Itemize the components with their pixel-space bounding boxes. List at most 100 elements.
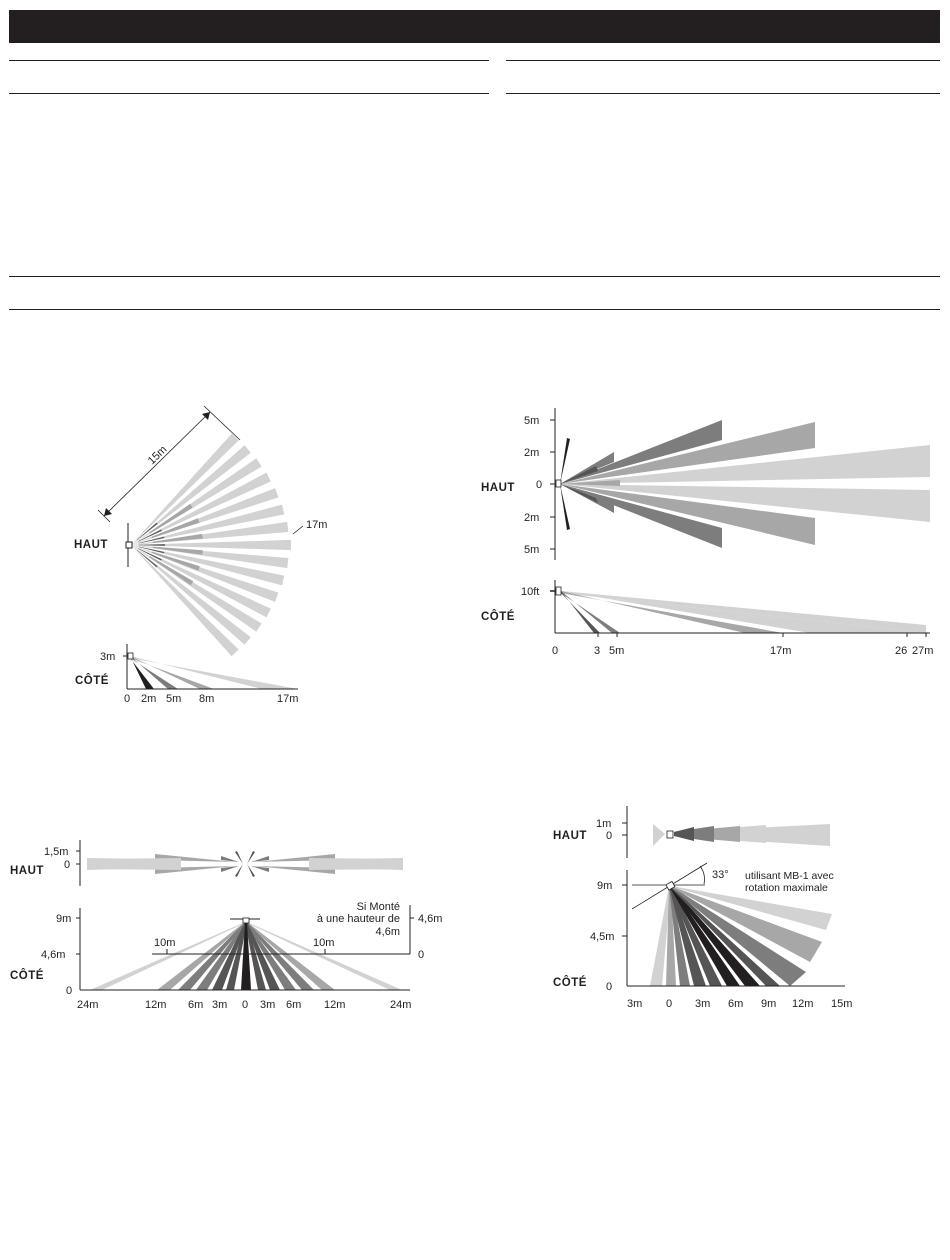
d4-side-view	[650, 886, 832, 986]
d1-near-beam	[139, 544, 165, 546]
d2-x-tick-label: 0	[552, 645, 558, 657]
d3-side-label: CÔTÉ	[10, 969, 44, 982]
d2-side-label: CÔTÉ	[481, 610, 515, 623]
d3-mid-label: 10m	[313, 937, 334, 949]
d3-side-tick-label: 4,6m	[41, 949, 65, 961]
d3-mid-label: 10m	[154, 937, 175, 949]
d2-y-tick-label: 2m	[524, 512, 539, 524]
d4-side-beam	[669, 886, 780, 986]
d1-beam	[131, 545, 251, 645]
d3-beam	[251, 856, 269, 862]
d4-beam	[653, 824, 665, 846]
d3-side-tick-label: 9m	[56, 913, 71, 925]
d3-mount-note: Si Monté	[357, 901, 400, 913]
d1-mid-beam	[149, 556, 194, 586]
d2-x-tick-label: 17m	[770, 645, 791, 657]
d1-side-tick-label: 8m	[199, 693, 214, 705]
d4-side-sensor-icon	[665, 880, 676, 891]
d4-side-beam	[669, 886, 806, 986]
d1-mid-beam	[151, 551, 200, 571]
d1-beam	[131, 545, 285, 586]
d2-y-tick-label: 0	[536, 479, 542, 491]
d3-side-beam	[241, 922, 251, 990]
d3-side-beam	[226, 922, 247, 990]
d2-side-view	[561, 591, 926, 633]
d1-beam	[131, 545, 239, 657]
d2-beam	[560, 480, 620, 486]
d2-top-fan	[560, 420, 930, 548]
d4-x-tick-label: 3m	[695, 998, 710, 1010]
d4-note: utilisant MB-1 avec	[745, 870, 834, 882]
section-rule	[506, 60, 940, 61]
d1-sensor-icon	[125, 541, 133, 549]
d3-x-tick-label: 24m	[390, 999, 411, 1011]
d3-top-view	[87, 851, 403, 877]
d1-arrow-icon	[202, 412, 210, 420]
d1-mid-beam	[149, 503, 193, 534]
d3-top-label: HAUT	[10, 865, 44, 877]
d3-beam	[88, 858, 181, 870]
d3-side-beam	[196, 922, 247, 990]
d1-side-beam	[130, 656, 298, 689]
d3-side-beam	[245, 922, 335, 990]
d4-top-tick-label: 0	[606, 830, 612, 842]
d1-side-tick-label: 5m	[166, 693, 181, 705]
d1-beam	[131, 504, 285, 545]
d3-side-beam	[245, 922, 296, 990]
d2-near-beam	[560, 484, 598, 503]
d3-side-beam	[245, 922, 402, 990]
d2-beam	[560, 484, 614, 513]
d2-x-tick-label: 27m	[912, 645, 933, 657]
d4-side-beam	[669, 886, 822, 962]
d3-x-tick-label: 3m	[260, 999, 275, 1011]
diagram-1: 15m 17m HAUT 3m CÔTÉ 0 2m 5m 8m 17m	[74, 405, 327, 705]
d1-side-height: 3m	[100, 651, 115, 663]
d4-side-tick-label: 0	[606, 981, 612, 993]
d1-side-label: CÔTÉ	[75, 674, 109, 687]
d2-beam	[560, 445, 930, 484]
d2-top-label: HAUT	[481, 482, 515, 494]
d1-beam	[131, 539, 291, 551]
d1-near-beam	[138, 548, 162, 561]
d1-beam	[131, 433, 239, 545]
d1-reach-label: 17m	[306, 519, 327, 531]
d4-x-tick-label: 12m	[792, 998, 813, 1010]
d1-top-label: HAUT	[74, 539, 108, 551]
d2-y-tick-label: 5m	[524, 415, 539, 427]
d3-x-tick-label: 24m	[77, 999, 98, 1011]
section-rule	[9, 309, 940, 310]
d2-beam	[560, 422, 815, 484]
d4-note: rotation maximale	[745, 882, 828, 894]
d2-side-height: 10ft	[521, 586, 539, 598]
d4-x-tick-label: 3m	[627, 998, 642, 1010]
d4-x-tick-label: 0	[666, 998, 672, 1010]
d4-side-beam	[669, 886, 760, 986]
d3-x-tick-label: 12m	[145, 999, 166, 1011]
d1-top-fan	[131, 433, 291, 657]
d3-x-tick-label: 0	[242, 999, 248, 1011]
d4-side-tick-label: 4,5m	[590, 931, 614, 943]
d3-side-beam	[245, 922, 280, 990]
d3-sensor-icon	[242, 917, 250, 924]
d3-side-beam	[245, 922, 266, 990]
d4-side-beam	[669, 886, 690, 986]
d3-near-beam	[235, 864, 243, 877]
d1-mid-beam	[152, 546, 203, 555]
d3-beam	[251, 866, 269, 872]
d1-near-beam	[137, 522, 158, 540]
d4-top-view	[653, 824, 830, 846]
d3-side-beam	[245, 922, 314, 990]
d4-x-tick-label: 15m	[831, 998, 852, 1010]
d4-side-label: CÔTÉ	[553, 976, 587, 989]
d3-side-beam	[178, 922, 247, 990]
section-rule	[9, 276, 940, 277]
d1-dimension-tick	[203, 405, 241, 441]
d4-top-label: HAUT	[553, 830, 587, 842]
d3-beam	[221, 856, 239, 862]
d1-near-beam	[137, 550, 158, 568]
d1-arrow-icon	[104, 508, 112, 516]
d3-x-tick-label: 6m	[188, 999, 203, 1011]
d1-side-beam	[130, 656, 178, 689]
d4-x-tick-label: 6m	[728, 998, 743, 1010]
d3-near-beam	[247, 864, 255, 877]
